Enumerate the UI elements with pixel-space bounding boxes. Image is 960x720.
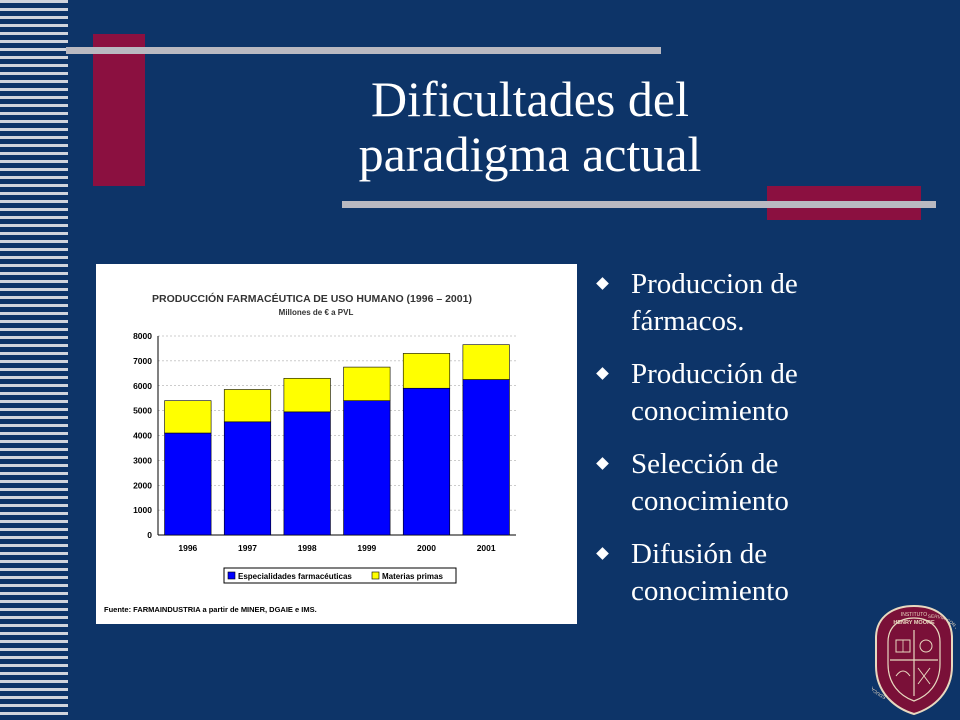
legend-label-especialidades: Especialidades farmacéuticas <box>238 572 352 581</box>
accent-block-left <box>93 34 145 186</box>
bar-materias-1999 <box>343 366 391 401</box>
bar-especialidades-1998 <box>283 411 331 536</box>
y-tick-label: 3000 <box>133 455 152 465</box>
y-tick-label: 2000 <box>133 480 152 490</box>
y-tick-label: 7000 <box>133 356 152 366</box>
bullet-item: Producción de conocimiento <box>596 356 856 430</box>
striped-side-band <box>0 0 68 720</box>
bullet-text: Produccion de fármacos. <box>631 268 798 337</box>
bullet-text: Selección de conocimiento <box>631 448 789 517</box>
diamond-bullet-icon <box>596 457 609 470</box>
chart-title: PRODUCCIÓN FARMACÉUTICA DE USO HUMANO (1… <box>152 292 472 305</box>
y-tick-label: 6000 <box>133 381 152 391</box>
x-tick-label: 2001 <box>477 543 496 553</box>
y-tick-label: 5000 <box>133 406 152 416</box>
bullet-item: Selección de conocimiento <box>596 446 856 520</box>
chart-source-note: Fuente: FARMAINDUSTRIA a partir de MINER… <box>104 605 317 614</box>
diamond-bullet-icon <box>596 277 609 290</box>
bar-chart: PRODUCCIÓN FARMACÉUTICA DE USO HUMANO (1… <box>104 292 516 614</box>
bar-materias-2000 <box>402 353 451 389</box>
diamond-bullet-icon <box>596 367 609 380</box>
x-tick-label: 1998 <box>298 543 317 553</box>
title-rule-bottom <box>342 201 936 208</box>
bar-materias-1998 <box>283 377 331 413</box>
plot-background <box>158 336 516 535</box>
bullet-item: Difusión de conocimiento <box>596 536 856 610</box>
x-tick-label: 1999 <box>357 543 376 553</box>
seal-inner-border <box>887 617 941 702</box>
seal-quill-icon <box>917 667 931 685</box>
slide-title-line-2: paradigma actual <box>358 126 702 182</box>
legend-frame <box>223 567 457 584</box>
chart-panel: PRODUCCIÓN FARMACÉUTICA DE USO HUMANO (1… <box>96 264 577 624</box>
bar-especialidades-1997 <box>223 421 272 536</box>
bar-especialidades-2001 <box>462 379 510 536</box>
institute-seal-logo: INSTITUTO HENRY MOORE EDUCAR CON LA VERD… <box>872 604 956 716</box>
chart-legend: Especialidades farmacéuticas Materias pr… <box>223 567 457 584</box>
x-tick-label: 1997 <box>238 543 257 553</box>
diamond-bullet-icon <box>596 547 609 560</box>
y-tick-label: 1000 <box>133 505 152 515</box>
legend-label-materias: Materias primas <box>382 572 443 581</box>
bar-especialidades-1999 <box>343 400 391 536</box>
bullet-text: Difusión de conocimiento <box>631 538 789 607</box>
chart-subtitle: Millones de € a PVL <box>279 308 354 317</box>
x-tick-label: 1996 <box>178 543 197 553</box>
bar-materias-2001 <box>462 344 510 380</box>
x-tick-label: 2000 <box>417 543 436 553</box>
bar-materias-1997 <box>223 389 272 423</box>
y-tick-label: 0 <box>147 530 152 540</box>
seal-lamp-icon <box>895 670 911 677</box>
seal-text-top: INSTITUTO <box>901 612 927 618</box>
slide-title-line-1: Dificultades del <box>371 71 689 127</box>
bullet-item: Produccion de fármacos. <box>596 266 856 340</box>
title-rule-top <box>66 47 661 54</box>
legend-swatch-materias <box>371 571 380 580</box>
bullet-text: Producción de conocimiento <box>631 358 798 427</box>
bar-especialidades-1996 <box>164 432 212 536</box>
legend-swatch-especialidades <box>227 571 236 580</box>
y-tick-label: 8000 <box>133 331 152 341</box>
bar-especialidades-2000 <box>402 387 451 536</box>
y-tick-label: 4000 <box>133 431 152 441</box>
slide-title: Dificultades del paradigma actual <box>250 72 810 182</box>
plot-area: 0 1000 2000 3000 4000 5000 6000 7000 8000 1996 199… <box>133 331 516 553</box>
bar-materias-1996 <box>164 400 212 434</box>
seal-text-name: HENRY MOORE <box>893 620 935 626</box>
bullet-list: Produccion de fármacos. Producción de co… <box>596 266 856 626</box>
seal-emblem-icon <box>919 639 933 653</box>
